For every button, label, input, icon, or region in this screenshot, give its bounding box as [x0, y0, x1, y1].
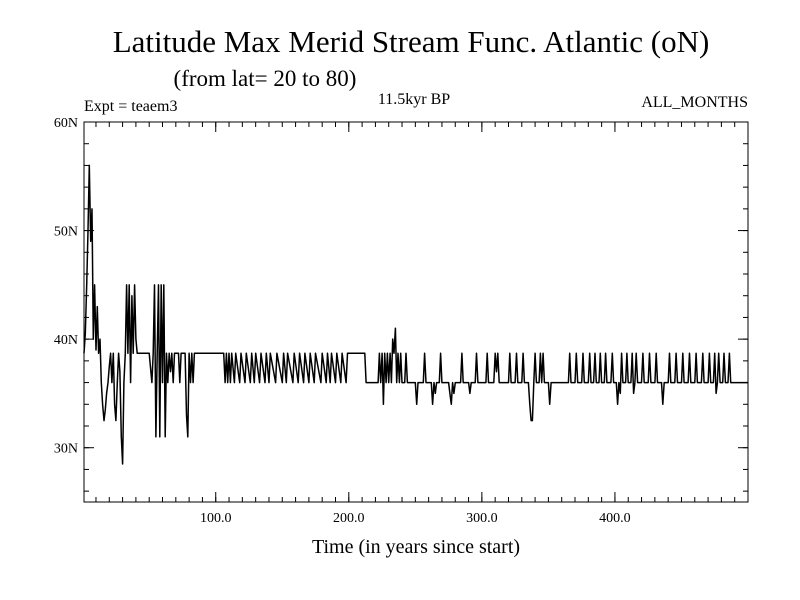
y-tick-labels: 30N 40N 50N 60N — [54, 116, 78, 457]
y-tick-label: 60N — [54, 116, 78, 131]
x-tick-label: 100.0 — [200, 511, 232, 526]
x-tick-label: 300.0 — [466, 511, 498, 526]
experiment-label: Expt = teaem3 — [84, 98, 177, 115]
series-line — [83, 164, 748, 465]
x-tick-labels: 100.0 200.0 300.0 400.0 — [200, 511, 631, 526]
period-label: 11.5kyr BP — [378, 91, 450, 108]
months-label: ALL_MONTHS — [641, 94, 748, 111]
minor-ticks — [84, 122, 748, 502]
y-tick-label: 50N — [54, 225, 78, 240]
major-ticks — [84, 121, 748, 502]
chart-subtitle: (from lat= 20 to 80) — [174, 66, 357, 91]
x-tick-label: 200.0 — [333, 511, 365, 526]
x-tick-label: 400.0 — [599, 511, 631, 526]
x-axis-label: Time (in years since start) — [312, 536, 520, 558]
chart-title: Latitude Max Merid Stream Func. Atlantic… — [113, 24, 710, 59]
y-tick-label: 40N — [54, 333, 78, 348]
plot-frame — [83, 121, 749, 503]
y-tick-label: 30N — [54, 442, 78, 457]
